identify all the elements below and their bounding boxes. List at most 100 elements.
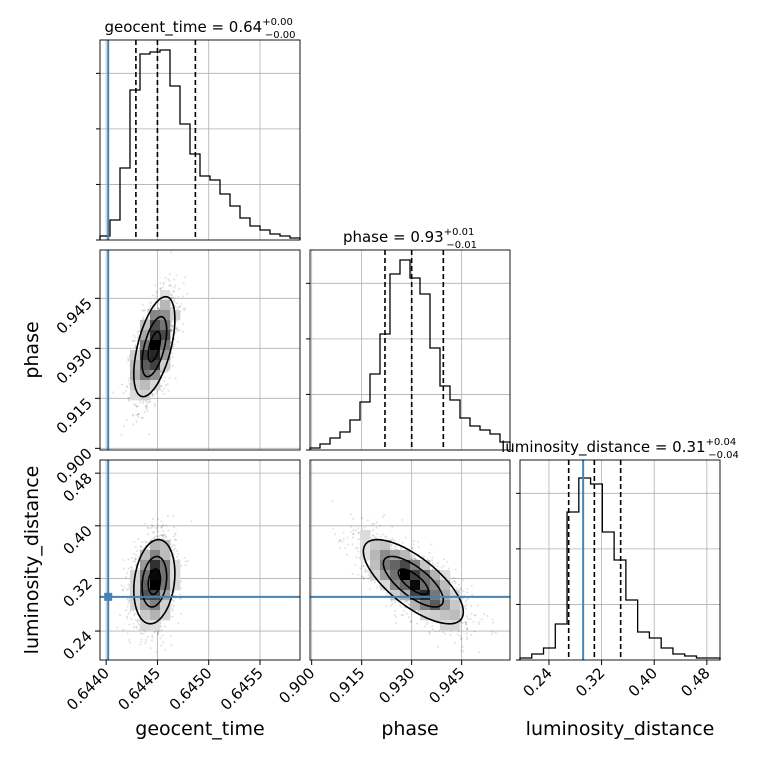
sample-point [159, 637, 162, 640]
sample-point [134, 557, 137, 560]
sample-point [159, 287, 162, 290]
sample-point [180, 612, 183, 615]
sample-point [156, 306, 159, 309]
sample-point [171, 352, 174, 355]
sample-point [445, 560, 448, 563]
sample-point [171, 326, 174, 329]
sample-point [176, 319, 179, 322]
sample-point [160, 526, 163, 529]
sample-point [131, 414, 134, 417]
sample-point [141, 309, 144, 312]
sample-point [126, 632, 129, 635]
sample-point [160, 370, 163, 373]
sample-point [163, 625, 166, 628]
sample-point [168, 376, 171, 379]
sample-point [155, 650, 158, 653]
sample-point [137, 330, 140, 333]
sample-point [126, 598, 129, 601]
sample-point [122, 391, 125, 394]
sample-point [178, 305, 181, 308]
sample-point [178, 305, 181, 308]
sample-point [151, 636, 154, 639]
sample-point [132, 560, 135, 563]
sample-point [126, 588, 129, 591]
sample-point [465, 598, 468, 601]
sample-point [148, 400, 151, 403]
sample-point [170, 324, 173, 327]
sample-point [179, 597, 182, 600]
sample-point [170, 324, 173, 327]
sample-point [145, 405, 148, 408]
sample-point [391, 602, 394, 605]
sample-point [375, 526, 378, 529]
sample-point [125, 418, 128, 421]
sample-point [128, 586, 131, 589]
sample-point [460, 620, 463, 623]
sample-point [171, 599, 174, 602]
sample-point [132, 626, 135, 629]
sample-point [139, 401, 142, 404]
sample-point [162, 281, 165, 284]
sample-point [134, 344, 137, 347]
sample-point [175, 328, 178, 331]
sample-point [162, 533, 165, 536]
sample-point [135, 420, 138, 423]
sample-point [153, 631, 156, 634]
sample-point [122, 559, 125, 562]
sample-point [134, 560, 137, 563]
sample-point [125, 575, 128, 578]
sample-point [170, 545, 173, 548]
sample-point [145, 404, 148, 407]
sample-point [162, 524, 165, 527]
sample-point [125, 385, 128, 388]
sample-point [165, 384, 168, 387]
sample-point [368, 588, 371, 591]
sample-point [137, 413, 140, 416]
sample-point [374, 581, 377, 584]
sample-point [135, 405, 138, 408]
sample-point [171, 356, 174, 359]
sample-point [139, 632, 142, 635]
sample-point [155, 295, 158, 298]
sample-point [166, 383, 169, 386]
sample-point [133, 403, 136, 406]
sample-point [360, 575, 363, 578]
sample-point [434, 630, 437, 633]
sample-point [385, 536, 388, 539]
sample-point [151, 394, 154, 397]
sample-point [175, 330, 178, 333]
sample-point [157, 633, 160, 636]
sample-point [166, 515, 169, 518]
sample-point [146, 308, 149, 311]
sample-point [351, 573, 354, 576]
sample-point [157, 517, 160, 520]
sample-point [127, 601, 130, 604]
sample-point [138, 413, 141, 416]
sample-point [411, 557, 414, 560]
sample-point [133, 541, 136, 544]
sample-point [148, 545, 151, 548]
sample-point [150, 301, 153, 304]
sample-point [162, 535, 165, 538]
sample-point [173, 300, 176, 303]
sample-point [352, 528, 355, 531]
sample-point [183, 309, 186, 312]
sample-point [344, 546, 347, 549]
sample-point [134, 558, 137, 561]
sample-point [459, 637, 462, 640]
sample-point [120, 584, 123, 587]
sample-point [152, 393, 155, 396]
sample-point [127, 588, 130, 591]
sample-point [170, 644, 173, 647]
sample-point [145, 540, 148, 543]
sample-point [180, 580, 183, 583]
sample-point [159, 534, 162, 537]
sample-point [126, 617, 129, 620]
sample-point [160, 384, 163, 387]
sample-point [167, 284, 170, 287]
sample-point [127, 379, 130, 382]
sample-point [170, 329, 173, 332]
sample-point [163, 648, 166, 651]
sample-point [164, 370, 167, 373]
sample-point [146, 409, 149, 412]
